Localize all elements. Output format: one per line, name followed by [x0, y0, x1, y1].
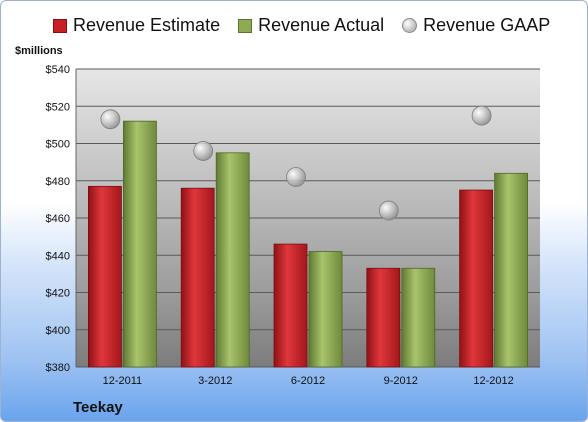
y-tick-label: $520	[46, 101, 70, 113]
marker-revenue-gaap	[471, 105, 492, 126]
marker-revenue-gaap	[193, 141, 214, 161]
x-axis-ticks: 12-2011 3-2012 6-2012 9-2012 12-2012	[103, 375, 514, 387]
bar-revenue-estimate	[88, 185, 122, 368]
company-name: Teekay	[73, 399, 123, 416]
bars	[88, 120, 529, 368]
legend-label-revenue-actual: Revenue Actual	[258, 15, 385, 35]
bar-revenue-actual	[308, 251, 343, 368]
legend-swatch-revenue-gaap	[402, 18, 418, 33]
x-tick-label: 3-2012	[198, 375, 232, 387]
y-tick-label: $480	[46, 176, 70, 188]
marker-revenue-gaap	[100, 109, 121, 130]
bar-revenue-actual	[123, 120, 157, 368]
marker-revenue-gaap	[378, 200, 399, 221]
y-tick-label: $420	[46, 288, 70, 300]
x-tick-label: 12-2011	[103, 375, 143, 387]
legend-label-revenue-estimate: Revenue Estimate	[73, 15, 221, 35]
y-axis-ticks: $380 $400 $420 $440 $460 $480 $500 $520 $540	[46, 64, 70, 374]
bar-revenue-estimate	[273, 243, 308, 368]
gaap-markers	[100, 105, 492, 221]
y-tick-label: $460	[46, 213, 70, 225]
y-tick-label: $400	[46, 325, 70, 337]
marker-revenue-gaap	[286, 167, 306, 187]
legend-swatch-revenue-actual	[238, 18, 253, 33]
bar-revenue-estimate	[459, 189, 494, 368]
legend-swatch-revenue-estimate	[53, 18, 67, 33]
legend-label-revenue-gaap: Revenue GAAP	[423, 15, 551, 35]
y-axis-unit-label: $millions	[15, 45, 63, 57]
y-tick-label: $440	[46, 250, 70, 262]
legend-item-revenue-estimate: Revenue Estimate	[53, 15, 220, 36]
y-tick-label: $500	[46, 139, 70, 151]
x-tick-label: 9-2012	[384, 375, 418, 387]
y-tick-label: $540	[46, 64, 70, 76]
y-tick-label: $380	[46, 362, 70, 374]
x-tick-label: 12-2012	[473, 375, 513, 387]
legend: Revenue Estimate Revenue Actual Revenue …	[53, 15, 550, 36]
legend-item-revenue-actual: Revenue Actual	[238, 15, 384, 36]
legend-item-revenue-gaap: Revenue GAAP	[402, 15, 550, 36]
bar-revenue-actual	[401, 267, 436, 368]
bar-revenue-actual	[215, 152, 250, 368]
bar-revenue-estimate	[180, 187, 215, 368]
bar-revenue-estimate	[366, 267, 401, 368]
x-tick-label: 6-2012	[291, 375, 325, 387]
bar-revenue-actual	[494, 172, 529, 368]
